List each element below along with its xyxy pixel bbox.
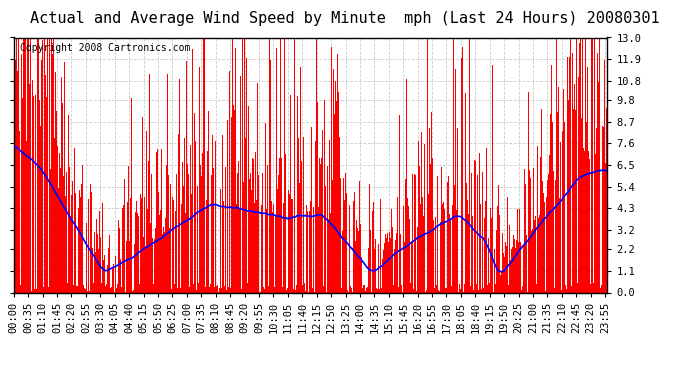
Text: Actual and Average Wind Speed by Minute  mph (Last 24 Hours) 20080301: Actual and Average Wind Speed by Minute … — [30, 11, 660, 26]
Text: Copyright 2008 Cartronics.com: Copyright 2008 Cartronics.com — [20, 43, 190, 52]
